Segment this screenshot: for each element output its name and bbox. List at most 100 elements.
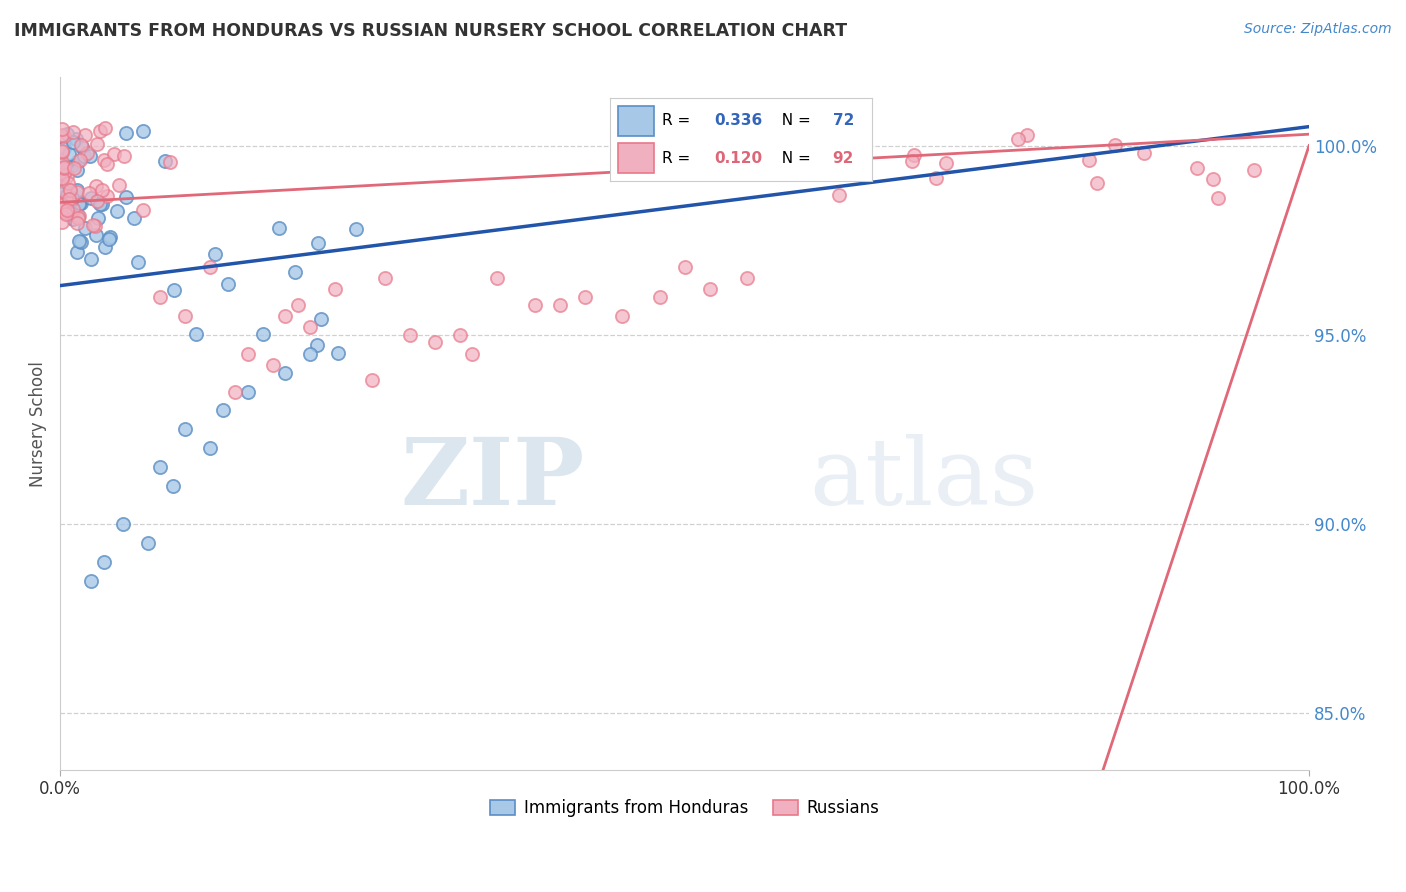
Point <box>1085 176 1108 190</box>
Point <box>59 193 82 207</box>
Point <box>69 210 91 224</box>
Point <box>163 283 186 297</box>
Point <box>62 125 84 139</box>
Point <box>149 290 172 304</box>
Point <box>55 207 77 221</box>
Point <box>62 202 84 216</box>
Point <box>127 254 149 268</box>
Point <box>305 338 328 352</box>
Point <box>82 218 104 232</box>
Point <box>1185 161 1208 175</box>
Point <box>79 149 101 163</box>
Point <box>374 271 396 285</box>
Point <box>136 536 159 550</box>
Point <box>735 271 758 285</box>
Point <box>699 282 721 296</box>
Point <box>1202 171 1225 186</box>
Point <box>323 282 346 296</box>
Point <box>80 574 103 588</box>
Point <box>62 206 84 220</box>
Point <box>65 132 87 146</box>
Point <box>86 194 108 208</box>
Point <box>925 170 948 185</box>
Point <box>122 211 145 226</box>
Point <box>103 146 125 161</box>
Point <box>56 202 79 217</box>
Point <box>174 309 197 323</box>
Point <box>149 460 172 475</box>
Point <box>51 157 73 171</box>
Point <box>1133 146 1156 161</box>
Point <box>66 162 89 177</box>
Point <box>51 183 73 197</box>
Point <box>1104 138 1126 153</box>
Point <box>298 320 321 334</box>
Point <box>66 153 89 168</box>
Point <box>108 178 131 193</box>
Point <box>236 347 259 361</box>
Point <box>70 138 93 153</box>
Point <box>309 311 332 326</box>
Point <box>87 211 110 226</box>
Point <box>58 183 80 197</box>
Point <box>62 212 84 227</box>
Point <box>76 145 98 160</box>
Point <box>274 366 297 380</box>
Point <box>67 195 90 210</box>
Point <box>89 124 111 138</box>
Point <box>66 215 89 229</box>
Point <box>162 479 184 493</box>
Point <box>70 139 93 153</box>
Point <box>198 260 221 274</box>
Point <box>91 183 114 197</box>
Point <box>284 265 307 279</box>
Point <box>236 384 259 399</box>
Point <box>51 170 73 185</box>
Point <box>574 290 596 304</box>
Point <box>93 153 115 167</box>
Point <box>53 141 76 155</box>
Point <box>96 157 118 171</box>
Point <box>79 191 101 205</box>
Point <box>449 327 471 342</box>
Point <box>56 169 79 183</box>
Point <box>52 161 75 175</box>
Point <box>62 158 84 172</box>
Point <box>274 309 297 323</box>
Point <box>73 128 96 142</box>
Point <box>252 326 274 341</box>
Point <box>51 198 73 212</box>
Point <box>55 194 77 208</box>
Point <box>828 187 851 202</box>
Point <box>298 347 321 361</box>
Point <box>56 161 79 176</box>
Point <box>53 184 76 198</box>
Point <box>94 240 117 254</box>
Point <box>51 173 73 187</box>
Point <box>63 161 86 176</box>
Point <box>62 135 84 149</box>
Point <box>52 160 75 174</box>
Legend: Immigrants from Honduras, Russians: Immigrants from Honduras, Russians <box>484 793 886 824</box>
Point <box>66 245 89 260</box>
Point <box>307 236 329 251</box>
Point <box>461 347 484 361</box>
Point <box>361 373 384 387</box>
Point <box>1015 128 1038 142</box>
Point <box>53 205 76 219</box>
Point <box>67 209 90 223</box>
Point <box>204 247 226 261</box>
Point <box>217 277 239 291</box>
Point <box>51 145 73 159</box>
Point <box>673 260 696 274</box>
Point <box>51 168 73 182</box>
Point <box>51 128 73 142</box>
Point <box>75 221 97 235</box>
Point <box>821 131 844 145</box>
Point <box>262 358 284 372</box>
Point <box>1208 191 1230 205</box>
Point <box>53 128 76 143</box>
Point <box>69 235 91 249</box>
Point <box>53 167 76 181</box>
Point <box>66 185 89 199</box>
